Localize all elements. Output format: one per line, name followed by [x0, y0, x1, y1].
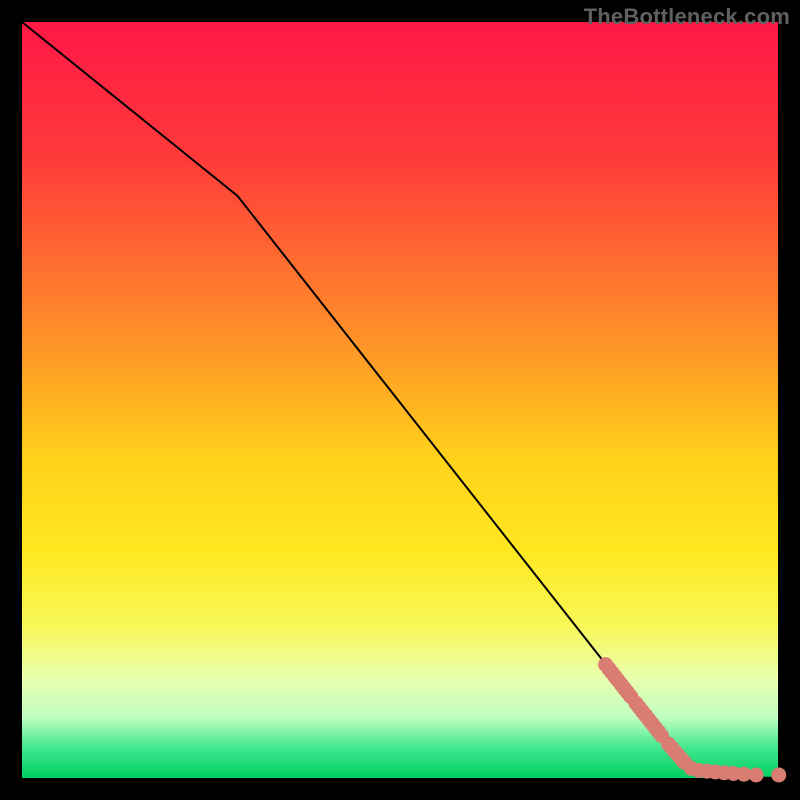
data-point [771, 767, 786, 782]
chart-svg [0, 0, 800, 800]
data-point [749, 767, 764, 782]
watermark-label: TheBottleneck.com [584, 4, 790, 30]
stage: TheBottleneck.com [0, 0, 800, 800]
plot-area [22, 22, 778, 778]
